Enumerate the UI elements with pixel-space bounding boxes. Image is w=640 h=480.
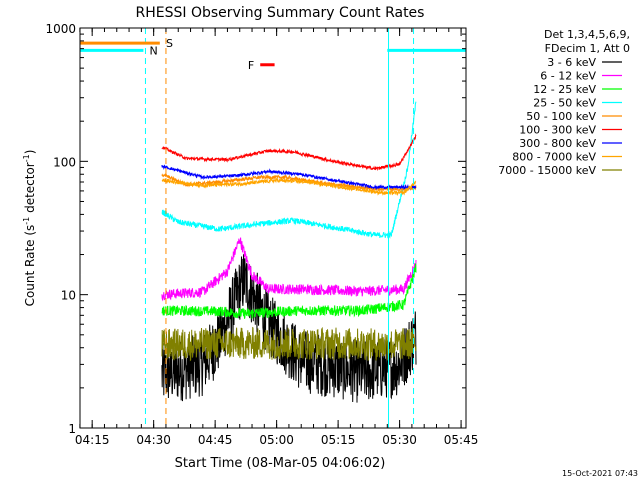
series-line-5 [161,133,417,172]
y-tick-label-2: 100 [53,155,76,169]
x-tick-label-2: 04:45 [198,433,233,447]
y-tick-label-1: 10 [61,289,76,303]
series-line-1 [161,237,417,302]
x-tick-label-5: 05:30 [382,433,417,447]
series-line-7 [161,177,417,197]
y-tick-label-0: 1 [68,422,76,436]
x-tick-label-0: 04:15 [75,433,110,447]
series-line-4 [161,173,417,193]
legend-label-3: 25 - 50 keV [533,97,596,110]
svg-text:Count Rate (s-1 detector-1): Count Rate (s-1 detector-1) [22,150,37,307]
legend-header: Det 1,3,4,5,6,9, FDecim 1, Att 0 [544,28,630,55]
series-line-3 [161,101,417,240]
legend-label-7: 800 - 7000 keV [512,151,596,164]
y-tick-label-3: 1000 [45,22,76,36]
legend-label-0: 3 - 6 keV [547,56,596,69]
timestamp: 15-Oct-2021 07:43 [562,469,638,478]
legend-header-line-2: FDecim 1, Att 0 [545,42,630,55]
legend-header-line-1: Det 1,3,4,5,6,9, [544,28,630,41]
x-tick-label-3: 05:00 [259,433,294,447]
annotation-label-n: N [150,44,158,57]
x-axis-label: Start Time (08-Mar-05 04:06:02) [175,456,386,471]
series-line-8 [161,326,417,362]
chart-title: RHESSI Observing Summary Count Rates [136,5,425,21]
legend-label-1: 6 - 12 keV [540,70,596,83]
legend-label-2: 12 - 25 keV [533,83,596,96]
legend-label-8: 7000 - 15000 keV [498,164,596,177]
plot-area: SN F 1 10 100 1000 04:15 04:30 04:45 05:00 05:15 05… [45,22,478,447]
legend-label-4: 50 - 100 keV [526,110,596,123]
annotation-label-s: S [166,37,173,50]
annotation-label-f: F [248,59,254,72]
plot-frame [79,27,467,429]
x-tick-label-4: 05:15 [321,433,356,447]
x-tick-label-6: 05:45 [444,433,479,447]
series-line-6 [161,164,417,191]
series-line-2 [161,263,417,320]
y-axis-label: Count Rate (s-1 detector-1) [22,150,37,307]
x-tick-label-1: 04:30 [136,433,171,447]
series-line-0 [161,254,417,403]
legend-label-6: 300 - 800 keV [519,137,596,150]
legend-label-5: 100 - 300 keV [519,124,596,137]
